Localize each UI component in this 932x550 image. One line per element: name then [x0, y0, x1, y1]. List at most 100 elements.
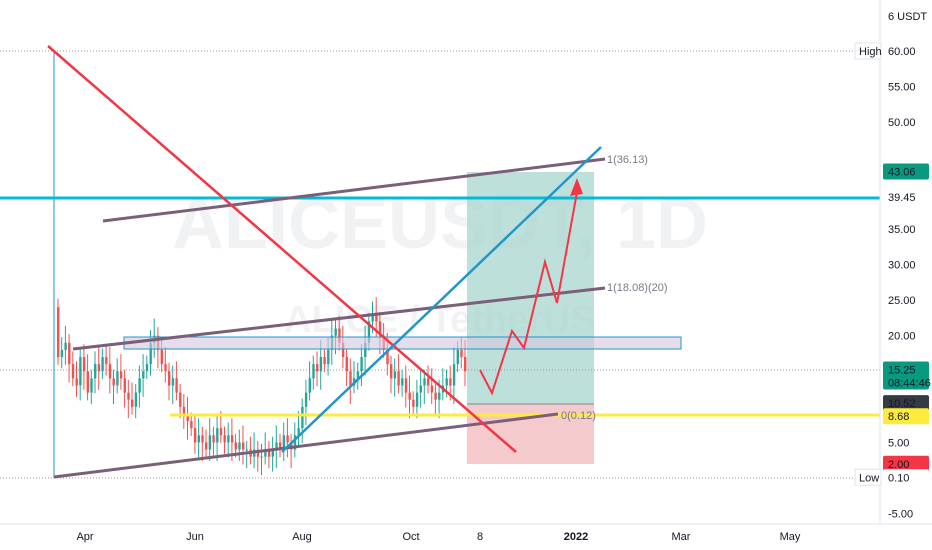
candle-body	[116, 371, 119, 386]
candle-body	[197, 435, 200, 443]
candle-body	[434, 392, 437, 400]
stop-tag	[883, 455, 929, 472]
last-price-tag-value: 15.25	[888, 364, 916, 376]
candle-body	[127, 392, 130, 400]
time-tick-label: Aug	[292, 531, 312, 543]
candle-body	[397, 371, 400, 386]
low-tag-label: Low	[859, 472, 879, 484]
candle-body	[234, 442, 237, 450]
candle-body	[131, 399, 134, 407]
downtrend-line[interactable]	[47, 45, 517, 453]
candle-body	[456, 349, 459, 365]
candle-body	[138, 378, 141, 393]
resistance-box[interactable]	[123, 336, 682, 350]
candle-body	[267, 449, 271, 457]
price-axis-panel[interactable]	[880, 0, 932, 524]
candle-body	[175, 378, 178, 393]
candle-body	[64, 342, 67, 350]
candle-body	[297, 428, 300, 436]
candle-body	[367, 321, 371, 343]
candle-body	[282, 435, 286, 450]
fib-mid-label: 1(18.08)(20)	[607, 282, 668, 294]
price-tick-label: 30.00	[888, 260, 916, 272]
high-tag-value: 60.00	[888, 46, 916, 58]
candle-body	[390, 364, 393, 379]
fib-zero-label: 0(0.12)	[561, 410, 596, 422]
candle-body	[323, 357, 326, 365]
candle-body	[360, 357, 363, 372]
time-tick-label: Jun	[186, 531, 204, 543]
time-tick-label: 8	[477, 531, 483, 543]
candle-body	[179, 392, 182, 407]
candle-body	[90, 378, 93, 393]
candle-body	[286, 435, 289, 443]
currency-label[interactable]: 6 USDT	[888, 11, 927, 23]
candle-body	[119, 371, 123, 379]
candle-body	[245, 449, 249, 451]
projection-arrowhead	[570, 178, 583, 196]
candle-body	[279, 442, 282, 450]
candle-body	[142, 371, 145, 379]
candle-body	[186, 413, 189, 422]
candle-body	[71, 364, 75, 379]
candle-body	[145, 364, 149, 372]
candle-body	[97, 364, 101, 372]
low-tag-label-box	[854, 468, 882, 486]
price-axis-ticks: 55.00 50.00 35.00 30.00 25.00 20.00 5.00 -5.00	[888, 82, 916, 521]
candle-body	[216, 428, 219, 443]
candle-body	[238, 442, 241, 450]
candle-body	[112, 378, 115, 386]
candle-body	[82, 357, 86, 372]
candle-body	[386, 349, 389, 365]
candle-body	[293, 435, 297, 450]
channel-top-line[interactable]	[102, 157, 606, 223]
time-tick-label: Oct	[402, 531, 419, 543]
candle-body	[168, 371, 171, 386]
candle-body	[171, 378, 175, 386]
time-tick-label: Apr	[76, 531, 93, 543]
support-tag	[883, 408, 929, 425]
fib-top-label: 1(36.13)	[607, 154, 648, 166]
time-tick-label: May	[780, 531, 801, 543]
candle-body	[312, 364, 315, 379]
candle-body	[364, 342, 367, 358]
candle-body	[190, 421, 193, 429]
price-tick-label: 5.00	[888, 437, 909, 449]
candle-body	[430, 385, 434, 393]
time-axis-panel[interactable]	[0, 524, 880, 550]
channel-bottom-line[interactable]	[53, 412, 559, 479]
low-tag	[883, 469, 929, 486]
projection-path[interactable]	[479, 191, 578, 396]
candle-body	[271, 449, 274, 457]
last-price-tag-countdown: 08:44:46	[888, 377, 931, 389]
candle-body	[193, 428, 197, 443]
candle-body	[223, 435, 226, 443]
candle-body	[404, 378, 408, 393]
candle-body	[86, 371, 89, 393]
resistance-tag	[883, 189, 929, 206]
candle-body	[408, 392, 411, 400]
candle-body	[345, 357, 348, 372]
channel-mid-line[interactable]	[72, 286, 606, 351]
time-tick-label: Mar	[672, 531, 691, 543]
time-tick-label: 2022	[564, 531, 588, 543]
candle-body	[260, 456, 263, 458]
candle-body	[57, 307, 60, 358]
candle-body	[219, 428, 223, 436]
candle-body	[464, 357, 467, 372]
candle-body	[341, 342, 345, 358]
candle-body	[108, 364, 112, 379]
candle-body	[101, 357, 104, 372]
candle-body	[208, 435, 212, 450]
candle-body	[275, 442, 278, 450]
candle-body	[427, 378, 430, 386]
high-tag	[883, 43, 929, 59]
candle-body	[316, 364, 319, 372]
time-axis-ticks: Apr Jun Aug Oct 8 2022 Mar May	[76, 531, 800, 543]
candle-body	[327, 349, 330, 365]
uptrend-line[interactable]	[281, 146, 602, 453]
candle-body	[415, 392, 419, 407]
candle-body	[60, 349, 64, 358]
